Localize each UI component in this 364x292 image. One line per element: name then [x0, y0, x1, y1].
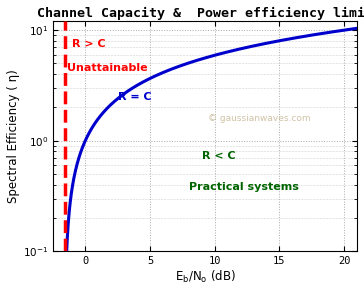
Text: R > C: R > C [72, 39, 106, 49]
Text: © gaussianwaves.com: © gaussianwaves.com [208, 114, 311, 123]
Y-axis label: Spectral Efficiency ( η): Spectral Efficiency ( η) [7, 69, 20, 203]
Title: Channel Capacity &  Power efficiency limit: Channel Capacity & Power efficiency limi… [37, 7, 364, 20]
Text: Practical systems: Practical systems [189, 182, 299, 192]
Text: R = C: R = C [118, 92, 151, 102]
Text: R < C: R < C [202, 152, 236, 161]
Text: Unattainable: Unattainable [67, 63, 148, 73]
X-axis label: $\mathrm{E_b/N_o}$ (dB): $\mathrm{E_b/N_o}$ (dB) [175, 269, 236, 285]
